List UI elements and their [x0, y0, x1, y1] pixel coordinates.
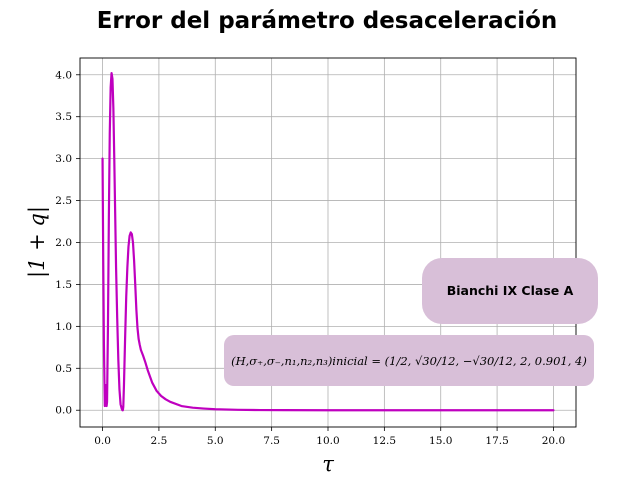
- x-tick-label: 7.5: [263, 435, 280, 447]
- x-tick-label: 17.5: [485, 435, 508, 447]
- y-tick-label: 0.0: [55, 405, 72, 417]
- annotation-initial-text: (H,σ₊,σ₋,n₁,n₂,n₃)inicial = (1/2, √30/12…: [231, 354, 587, 368]
- x-tick-label: 12.5: [373, 435, 396, 447]
- series-layer: [101, 72, 555, 412]
- annotation-initial-box: [224, 335, 594, 386]
- y-tick-label: 3.0: [55, 153, 72, 165]
- chart-title: Error del parámetro desaceleración: [97, 8, 558, 34]
- x-tick-label: 15.0: [429, 435, 452, 447]
- y-tick-label: 4.0: [55, 69, 72, 81]
- x-axis-label: τ: [322, 452, 334, 476]
- x-tick-label: 10.0: [316, 435, 339, 447]
- y-axis-label: |1 + q|: [25, 206, 50, 278]
- annotation-model: Bianchi IX Clase A: [422, 258, 598, 324]
- y-tick-label: 1.0: [55, 321, 72, 333]
- y-tick-label: 2.0: [55, 237, 72, 249]
- x-tick-label: 0.0: [94, 435, 111, 447]
- x-tick-label: 2.5: [151, 435, 168, 447]
- y-tick-label: 3.5: [55, 111, 72, 123]
- annotation-model-text: Bianchi IX Clase A: [447, 283, 574, 298]
- y-tick-label: 1.5: [55, 279, 72, 291]
- annotation-initial-conditions: (H,σ₊,σ₋,n₁,n₂,n₃)inicial = (1/2, √30/12…: [224, 335, 594, 386]
- y-tick-label: 0.5: [55, 363, 72, 375]
- x-tick-label: 5.0: [207, 435, 224, 447]
- series-line: [101, 72, 555, 412]
- annotation-model-box: [422, 258, 598, 324]
- y-tick-label: 2.5: [55, 195, 72, 207]
- ticks: 0.0 2.5 5.0 7.5 10.0 12.5 15.0 17.5 20.0 0.0 0.5 1.…: [55, 69, 565, 447]
- x-tick-label: 20.0: [542, 435, 565, 447]
